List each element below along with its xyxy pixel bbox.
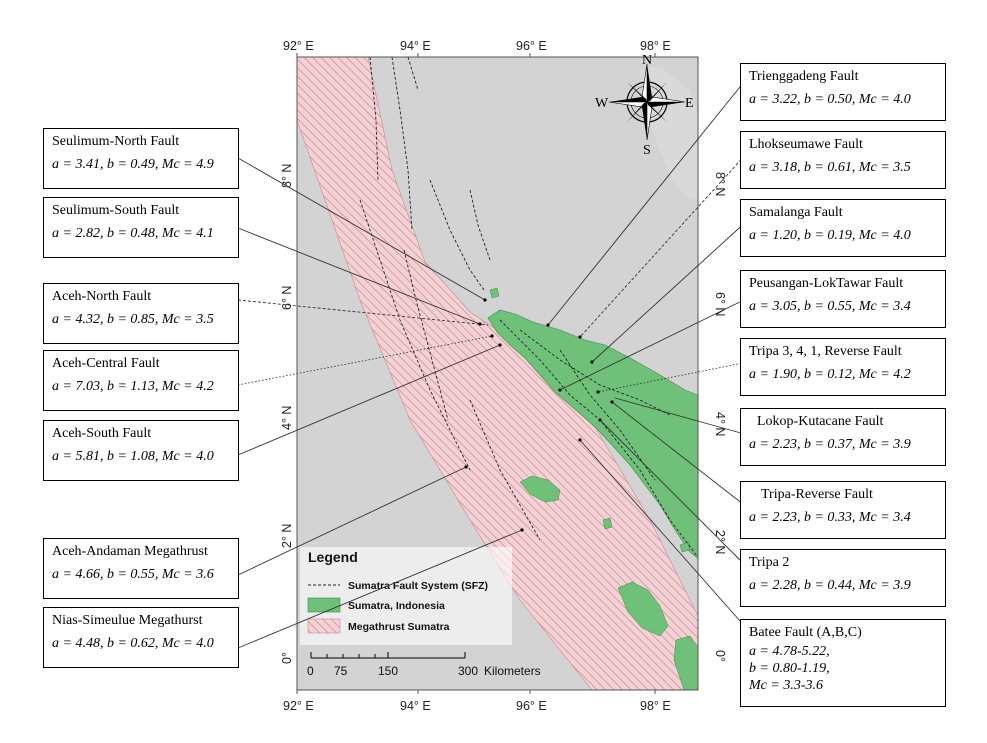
- bottom-lon-label: 92° E: [283, 699, 314, 713]
- fault-name: Aceh-Central Fault: [52, 356, 160, 371]
- fault-params: a = 3.41, b = 0.49, Mc = 4.9: [52, 157, 214, 172]
- fault-name: Aceh-North Fault: [52, 289, 152, 304]
- fault-name: Nias-Simeulue Megathurst: [52, 613, 203, 628]
- fault-box-nias-simeulue: Nias-Simeulue Megathurst a = 4.48, b = 0…: [43, 607, 239, 668]
- fault-box-seulimum-north: Seulimum-North Fault a = 3.41, b = 0.49,…: [43, 128, 239, 189]
- small-island-2: [673, 635, 698, 690]
- fault-params: a = 1.90, b = 0.12, Mc = 4.2: [749, 367, 911, 382]
- fault-name: Batee Fault (A,B,C): [749, 625, 862, 640]
- right-lat-label: 4° N: [713, 412, 727, 436]
- fault-params: a = 2.82, b = 0.48, Mc = 4.1: [52, 226, 214, 241]
- fault-params: a = 2.23, b = 0.33, Mc = 3.4: [749, 510, 911, 525]
- fault-name: Tripa 3, 4, 1, Reverse Fault: [749, 344, 902, 359]
- banyak-island: [602, 517, 613, 530]
- fault-box-aceh-central: Aceh-Central Fault a = 7.03, b = 1.13, M…: [43, 350, 239, 411]
- fault-name: Aceh-South Fault: [52, 426, 152, 441]
- fault-params-line: b = 0.80-1.19,: [749, 661, 830, 676]
- legend-title: Legend: [308, 549, 358, 565]
- fault-name: Samalanga Fault: [749, 205, 843, 220]
- fault-box-batee: Batee Fault (A,B,C) a = 4.78-5.22, b = 0…: [740, 619, 946, 707]
- fault-box-tripa-2: Tripa 2 a = 2.28, b = 0.44, Mc = 3.9: [740, 549, 946, 607]
- fault-params: a = 3.18, b = 0.61, Mc = 3.5: [749, 160, 911, 175]
- compass-n-label: N: [642, 53, 652, 68]
- fault-points: [464, 298, 614, 532]
- scale-tick-label: 0: [307, 664, 314, 678]
- legend-item-sfz: Sumatra Fault System (SFZ): [348, 580, 488, 592]
- fault-box-peusangan-loktawar: Peusangan-LokTawar Fault a = 3.05, b = 0…: [740, 270, 946, 328]
- fault-box-aceh-south: Aceh-South Fault a = 5.81, b = 1.08, Mc …: [43, 420, 239, 481]
- megathrust-zone: [297, 57, 698, 690]
- scale-unit-label: Kilometers: [484, 664, 541, 678]
- top-lon-label: 92° E: [283, 39, 314, 53]
- leader-lines: [237, 76, 749, 649]
- bottom-lon-label: 96° E: [516, 699, 547, 713]
- fault-box-aceh-andaman: Aceh-Andaman Megathrust a = 4.66, b = 0.…: [43, 538, 239, 599]
- weh-island: [489, 287, 500, 299]
- small-island-1: [679, 541, 691, 553]
- left-lat-label: 0°: [280, 652, 294, 664]
- fault-box-samalanga: Samalanga Fault a = 1.20, b = 0.19, Mc =…: [740, 199, 946, 257]
- fault-box-lokop-kutacane: Lokop-Kutacane Fault a = 2.23, b = 0.37,…: [740, 408, 946, 466]
- left-lat-label: 8° N: [280, 164, 294, 188]
- scale-tick-label: 75: [334, 664, 348, 678]
- fault-params: a = 3.05, b = 0.55, Mc = 3.4: [749, 299, 911, 314]
- compass-e-label: E: [685, 96, 694, 111]
- right-lat-label: 0°: [713, 650, 727, 662]
- fault-box-aceh-north: Aceh-North Fault a = 4.32, b = 0.85, Mc …: [43, 283, 239, 344]
- fault-name: Peusangan-LokTawar Fault: [749, 276, 904, 291]
- sumatra-landmass: [487, 309, 698, 559]
- compass-rose: N S E W: [595, 53, 694, 158]
- left-lat-label: 2° N: [280, 524, 294, 548]
- simeulue-island: [519, 475, 561, 503]
- nias-island: [617, 581, 669, 637]
- bottom-lon-label: 94° E: [400, 699, 431, 713]
- scale-tick-label: 300: [458, 664, 478, 678]
- right-lat-label: 2° N: [713, 530, 727, 554]
- scale-bar: 0 75 150 300 Kilometers: [307, 652, 541, 678]
- fault-name: Lokop-Kutacane Fault: [757, 414, 884, 429]
- compass-w-label: W: [595, 96, 609, 111]
- fault-box-lhokseumawe: Lhokseumawe Fault a = 3.18, b = 0.61, Mc…: [740, 131, 946, 189]
- fault-name: Seulimum-South Fault: [52, 203, 180, 218]
- bottom-lon-label: 98° E: [640, 699, 671, 713]
- fault-name: Aceh-Andaman Megathrust: [52, 544, 208, 559]
- left-lat-label: 4° N: [280, 406, 294, 430]
- fault-box-tripa-reverse: Tripa-Reverse Fault a = 2.23, b = 0.33, …: [740, 481, 946, 539]
- top-lon-label: 96° E: [516, 39, 547, 53]
- fault-box-seulimum-south: Seulimum-South Fault a = 2.82, b = 0.48,…: [43, 197, 239, 258]
- legend-item-sumatra: Sumatra, Indonesia: [348, 600, 445, 612]
- legend-item-megathrust: Megathrust Sumatra: [348, 621, 450, 633]
- fault-name: Seulimum-North Fault: [52, 134, 180, 149]
- scale-tick-label: 150: [378, 664, 398, 678]
- fault-params: a = 4.66, b = 0.55, Mc = 3.6: [52, 567, 214, 582]
- legend: Legend Sumatra Fault System (SFZ) Sumatr…: [300, 547, 512, 645]
- left-lat-label: 6° N: [280, 286, 294, 310]
- fault-params-line: a = 4.78-5.22,: [749, 644, 830, 659]
- fault-name: Tripa-Reverse Fault: [761, 487, 873, 502]
- top-lon-label: 98° E: [640, 39, 671, 53]
- fault-name: Trienggadeng Fault: [749, 69, 859, 84]
- fault-name: Lhokseumawe Fault: [749, 137, 863, 152]
- fault-params: a = 4.48, b = 0.62, Mc = 4.0: [52, 636, 214, 651]
- fault-params-line: Mc = 3.3-3.6: [749, 678, 823, 693]
- fault-box-trienggadeng: Trienggadeng Fault a = 3.22, b = 0.50, M…: [740, 63, 946, 121]
- fault-params: a = 4.32, b = 0.85, Mc = 3.5: [52, 312, 214, 327]
- fault-params: a = 3.22, b = 0.50, Mc = 4.0: [749, 92, 911, 107]
- fault-params: a = 7.03, b = 1.13, Mc = 4.2: [52, 379, 214, 394]
- fault-params: a = 2.23, b = 0.37, Mc = 3.9: [749, 437, 911, 452]
- fault-name: Tripa 2: [749, 555, 790, 570]
- top-lon-label: 94° E: [400, 39, 431, 53]
- fault-box-tripa-341-reverse: Tripa 3, 4, 1, Reverse Fault a = 1.90, b…: [740, 338, 946, 396]
- right-lat-label: 8° N: [713, 172, 727, 196]
- right-lat-label: 6° N: [713, 292, 727, 316]
- fault-params: a = 1.20, b = 0.19, Mc = 4.0: [749, 228, 911, 243]
- frame-ticks: [296, 53, 656, 694]
- fault-params: a = 2.28, b = 0.44, Mc = 3.9: [749, 578, 911, 593]
- fault-params: a = 5.81, b = 1.08, Mc = 4.0: [52, 449, 214, 464]
- compass-s-label: S: [643, 143, 651, 158]
